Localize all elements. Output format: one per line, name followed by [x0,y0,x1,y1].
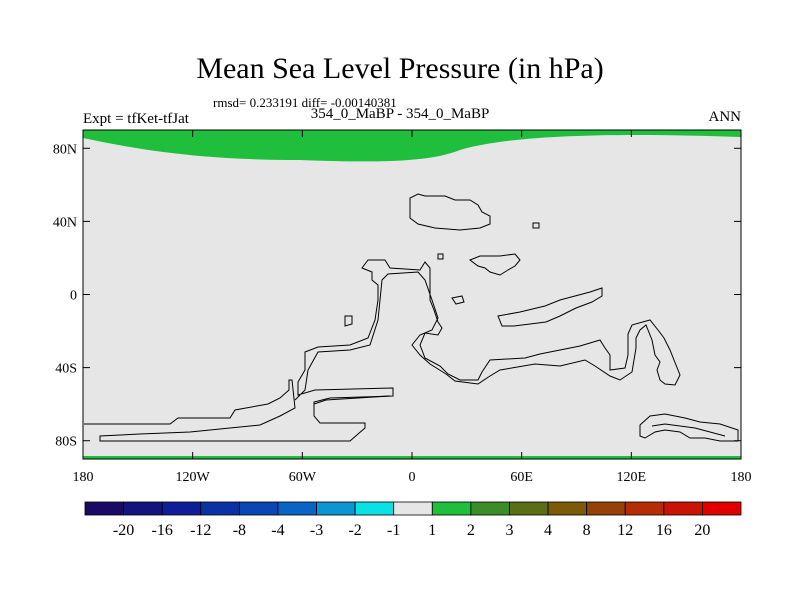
colorbar-label: 12 [617,522,633,539]
colorbar-label: 1 [428,522,436,539]
colorbar-label: 3 [505,522,513,539]
x-tick-label: 180 [731,470,752,485]
colorbar-swatch [470,501,510,516]
colorbar-swatch [277,501,317,516]
colorbar: -20 -16 -12 -8 -4 -3 -2 -1 1 2 3 4 8 12 16 20 [84,501,742,539]
colorbar-label: -1 [387,522,400,539]
colorbar-label: -8 [233,522,246,539]
x-tick-label: 180 [73,470,94,485]
colorbar-label: 4 [544,522,552,539]
colorbar-swatch [354,501,395,516]
contour-line [313,395,391,405]
colorbar-label: -20 [113,522,134,539]
contour-line [437,253,444,260]
x-tick-label: 60W [289,470,317,485]
colorbar-label: 16 [656,522,672,539]
x-axis: 180 120W 60W 0 60E 120E 180 [73,130,752,485]
contour-line [451,295,465,305]
contour-line [639,413,739,442]
contour-line [344,315,353,327]
colorbar-swatch [393,501,433,516]
x-tick-label: 120W [176,470,211,485]
stats-label: rmsd= 0.233191 diff= -0.00140381 [213,95,397,110]
experiment-label: Expt = tfKet-tfJat [83,111,189,127]
x-tick-label: 60E [510,470,533,485]
colorbar-swatch [624,501,665,516]
colorbar-swatch [161,501,202,516]
y-tick-label: 40N [53,215,77,230]
y-tick-label: 80S [55,435,77,450]
colorbar-swatch [316,501,356,516]
colorbar-label: -2 [348,522,361,539]
colorbar-label: -4 [271,522,284,539]
contour-line [532,222,540,229]
colorbar-swatch [586,501,626,516]
colorbar-swatch [702,501,742,516]
colorbar-label: -3 [310,522,323,539]
chart-title: Mean Sea Level Pressure (in hPa) [196,52,604,85]
y-tick-label: 40S [55,362,77,377]
contour-line [468,253,521,276]
colorbar-swatch [431,501,472,516]
contour-line [84,259,681,442]
plot-area [82,129,742,460]
season-label: ANN [708,109,742,125]
colorbar-swatch [663,501,703,516]
north-polar-region [83,130,741,162]
contour-line [409,193,491,231]
contour-line [497,287,603,327]
x-tick-label: 0 [409,470,416,485]
y-tick-label: 0 [70,289,77,304]
background-field [83,130,741,459]
colorbar-label: 20 [694,522,710,539]
x-tick-label: 120E [617,470,647,485]
colorbar-swatch [509,501,549,516]
colorbar-label: 2 [467,522,475,539]
y-axis: 80N 40N 0 40S 80S [53,142,741,450]
colorbar-label: -16 [152,522,173,539]
contour-line [651,423,726,437]
colorbar-label: -12 [190,522,211,539]
colorbar-swatch [238,501,279,516]
comparison-label: 354_0_MaBP - 354_0_MaBP [310,106,490,122]
colorbar-swatch [547,501,588,516]
colorbar-swatch [200,501,240,516]
colorbar-label: 8 [583,522,591,539]
coastlines [84,193,739,442]
colorbar-swatch [123,501,163,516]
y-tick-label: 80N [53,142,77,157]
colorbar-swatch [84,501,124,516]
